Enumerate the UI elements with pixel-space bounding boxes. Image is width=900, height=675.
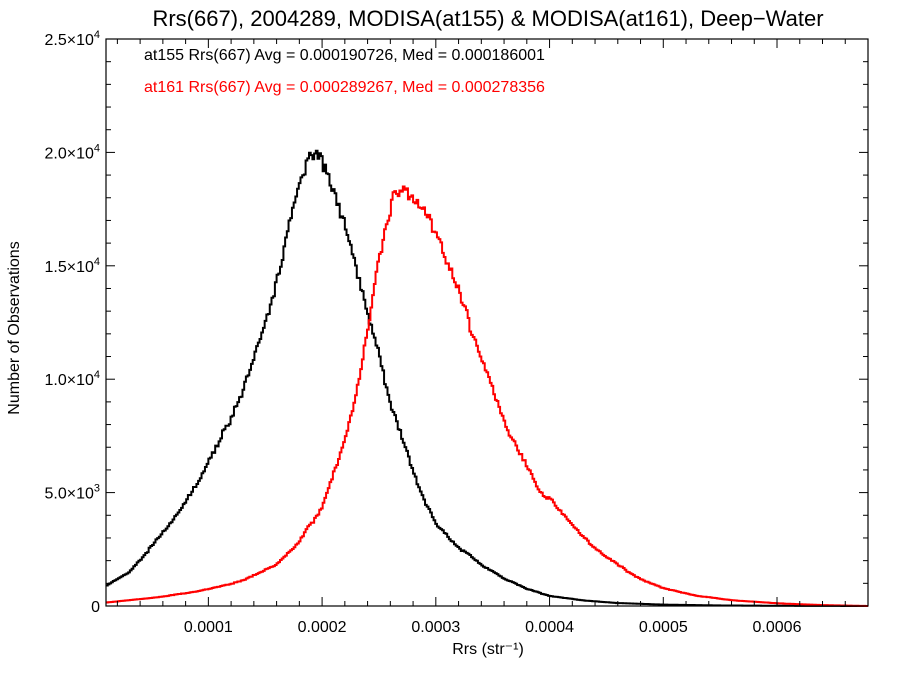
y-tick-label: 2.0×104 <box>44 142 100 162</box>
series-at161-histogram <box>106 185 868 607</box>
plot-frame <box>105 38 869 607</box>
x-tick-label: 0.0006 <box>753 619 802 636</box>
y-tick-label: 2.5×104 <box>44 29 100 49</box>
x-tick-label: 0.0005 <box>639 619 688 636</box>
x-tick-label: 0.0002 <box>298 619 347 636</box>
legend-at155: at155 Rrs(667) Avg = 0.000190726, Med = … <box>144 47 545 64</box>
chart-title: Rrs(667), 2004289, MODISA(at155) & MODIS… <box>152 6 823 31</box>
legend-at161: at161 Rrs(667) Avg = 0.000289267, Med = … <box>144 79 545 96</box>
y-axis-label: Number of Observations <box>6 241 23 414</box>
y-tick-label: 0 <box>91 599 100 616</box>
x-axis: 0.0001 0.0002 0.0003 0.0004 0.0005 0.0006 <box>116 39 846 636</box>
y-tick-label: 1.0×104 <box>44 369 100 389</box>
x-tick-label: 0.0004 <box>525 619 574 636</box>
y-tick-label: 1.5×104 <box>44 256 100 276</box>
series-at155-histogram <box>106 149 868 607</box>
x-tick-label: 0.0001 <box>184 619 233 636</box>
x-tick-label: 0.0003 <box>411 619 460 636</box>
y-tick-label: 5.0×103 <box>44 483 100 503</box>
y-axis: 0 5.0×103 1.0×104 1.5×104 2.0×104 2.5×104 <box>44 29 868 616</box>
x-axis-label: Rrs (str⁻¹) <box>452 641 524 658</box>
plot-series-group <box>106 149 868 607</box>
